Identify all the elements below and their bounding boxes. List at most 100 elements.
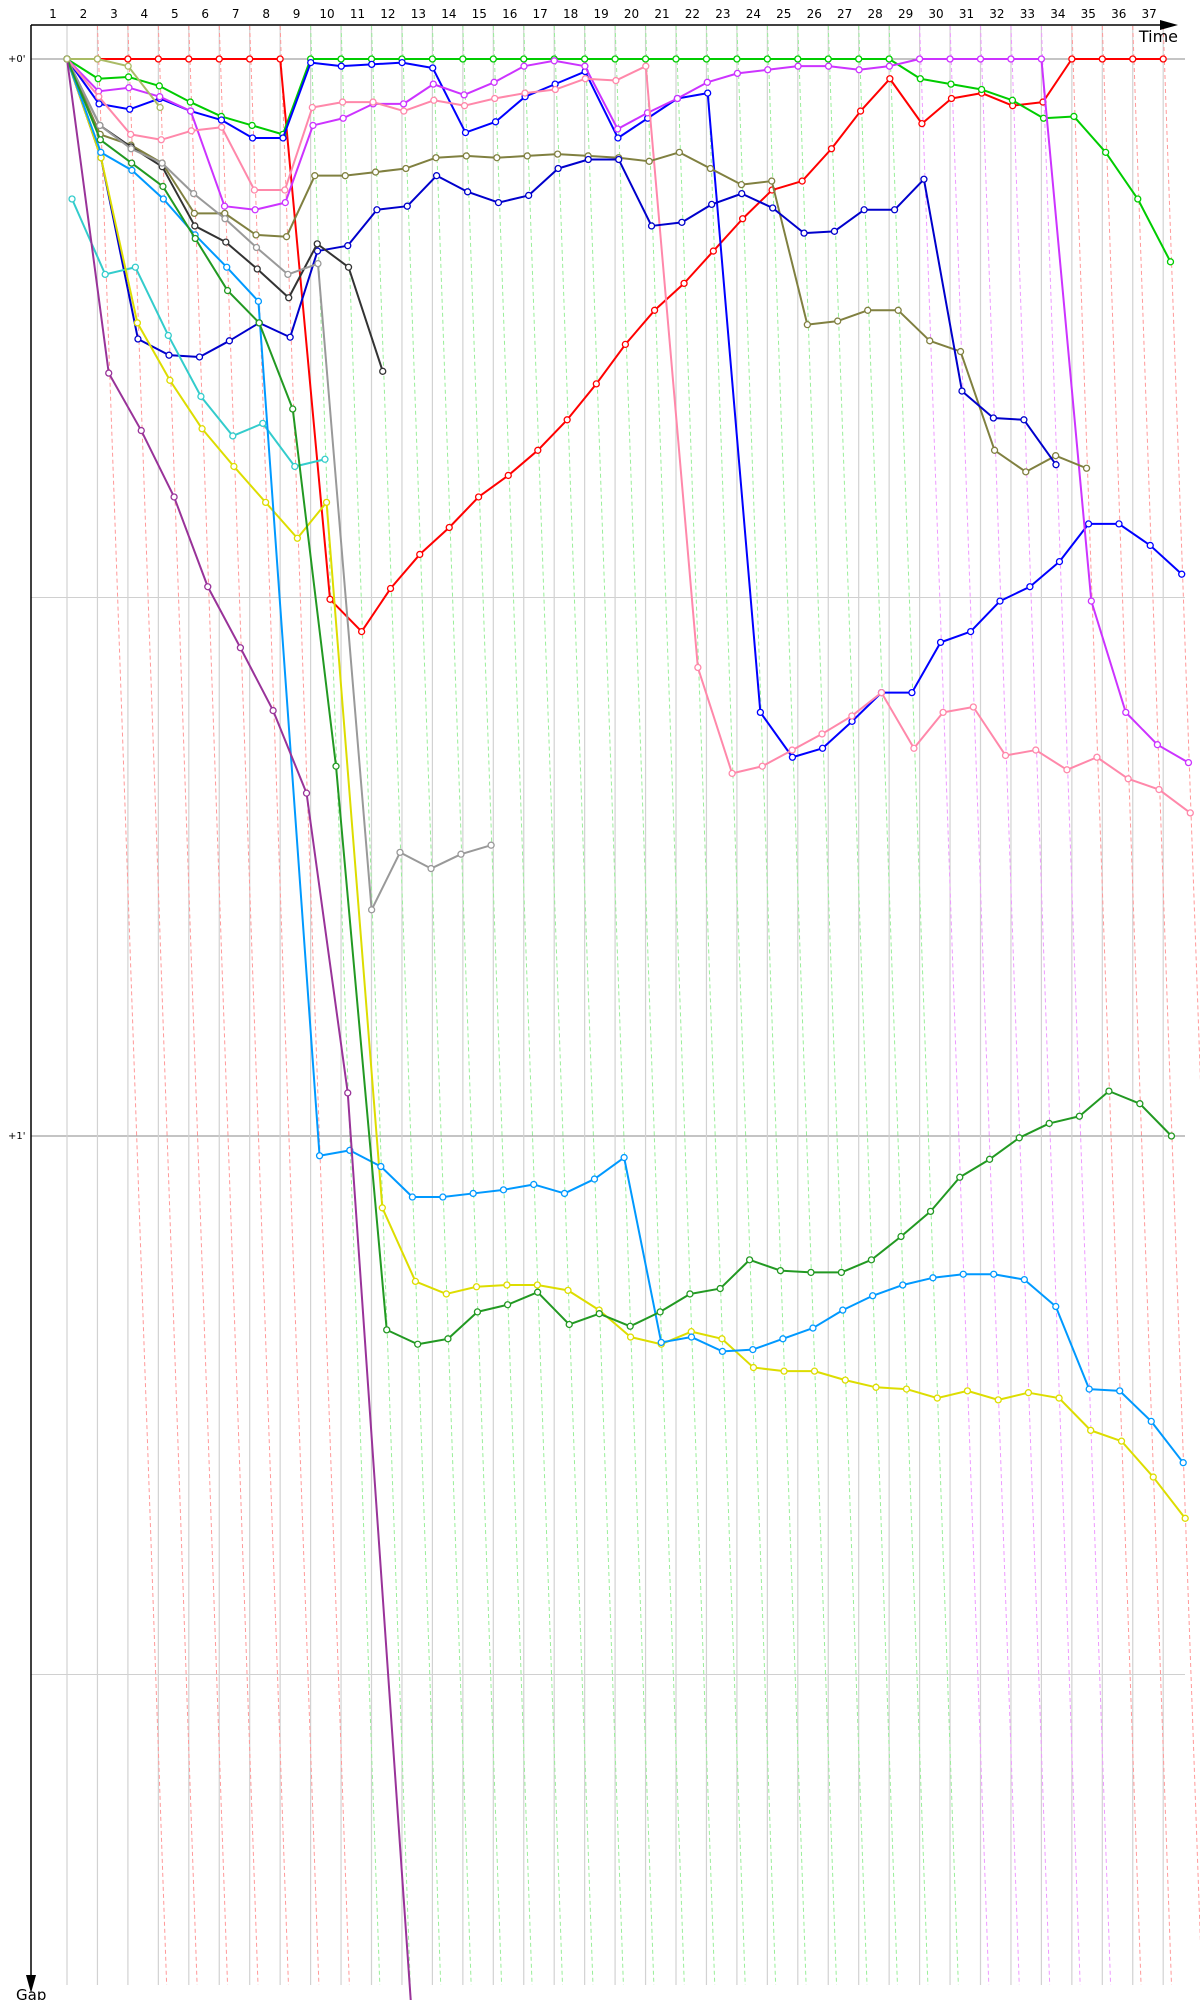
data-point xyxy=(841,1376,849,1384)
data-point xyxy=(672,55,680,63)
data-point xyxy=(261,498,270,507)
data-point xyxy=(1136,1100,1144,1108)
data-point xyxy=(289,405,297,413)
lap-dashed-line xyxy=(310,25,381,1986)
data-point xyxy=(133,319,142,327)
data-point xyxy=(191,222,199,230)
x-tick-label: 9 xyxy=(293,7,301,21)
data-point xyxy=(523,152,531,160)
data-point xyxy=(686,1290,694,1298)
data-point xyxy=(126,130,135,139)
data-point xyxy=(856,107,865,115)
data-point xyxy=(285,294,293,302)
data-point xyxy=(1022,468,1030,476)
data-point xyxy=(1085,1385,1093,1393)
data-point xyxy=(96,136,105,144)
data-point xyxy=(229,432,237,440)
data-point xyxy=(798,177,806,185)
data-point xyxy=(400,107,408,115)
data-point xyxy=(807,1268,815,1277)
x-tick-label: 5 xyxy=(171,7,179,21)
data-point xyxy=(185,55,193,63)
data-point xyxy=(246,55,254,63)
data-point xyxy=(521,89,529,97)
series-line xyxy=(66,58,1057,466)
data-point xyxy=(641,55,650,63)
data-point xyxy=(673,94,682,103)
data-point xyxy=(595,1310,603,1318)
data-point xyxy=(1115,520,1123,528)
data-point xyxy=(758,762,766,770)
data-point xyxy=(864,306,872,314)
data-point xyxy=(642,62,650,70)
data-point xyxy=(581,62,589,70)
data-point xyxy=(489,55,497,63)
data-point xyxy=(326,595,334,603)
data-point xyxy=(1167,1132,1176,1140)
data-point xyxy=(157,136,165,144)
data-point xyxy=(276,55,284,63)
data-point xyxy=(916,75,924,83)
data-point xyxy=(491,118,500,126)
data-point xyxy=(897,1232,905,1241)
data-point xyxy=(1181,1514,1189,1522)
data-point xyxy=(645,157,653,165)
data-point xyxy=(818,730,826,738)
data-point xyxy=(834,317,842,325)
data-point xyxy=(1184,758,1193,767)
data-point xyxy=(472,1283,481,1291)
data-point xyxy=(899,1281,907,1289)
data-point xyxy=(827,145,836,153)
data-point xyxy=(1015,1134,1023,1142)
data-point xyxy=(704,89,712,97)
series-line xyxy=(66,58,1173,1346)
data-point xyxy=(738,215,747,223)
data-point xyxy=(416,550,424,559)
data-point xyxy=(1146,541,1154,550)
series-line xyxy=(66,58,1087,473)
data-point xyxy=(936,638,945,647)
data-point xyxy=(702,55,711,63)
data-point xyxy=(1070,112,1078,121)
lap-dashed-line xyxy=(127,25,198,1986)
data-point xyxy=(926,337,934,345)
data-point xyxy=(220,202,229,210)
lap-dashed-line xyxy=(1010,25,1081,1986)
data-point xyxy=(947,80,955,88)
data-point xyxy=(432,172,441,180)
lap-dashed-line xyxy=(279,25,350,1986)
data-point xyxy=(565,1320,573,1329)
data-point xyxy=(800,229,808,237)
x-tick-label: 17 xyxy=(533,7,548,21)
data-point xyxy=(430,96,438,104)
data-point xyxy=(1075,1112,1084,1120)
series-3 xyxy=(63,55,1193,767)
data-point xyxy=(1149,1473,1157,1481)
data-point xyxy=(1032,746,1040,754)
data-point xyxy=(1007,55,1015,63)
data-point xyxy=(369,98,377,106)
data-point xyxy=(1087,1426,1095,1435)
series-9 xyxy=(68,195,329,471)
x-tick-label: 20 xyxy=(624,7,639,21)
data-point xyxy=(252,231,260,239)
data-point xyxy=(1098,55,1106,63)
data-point xyxy=(215,55,223,63)
data-point xyxy=(810,1367,819,1375)
data-point xyxy=(494,198,503,207)
data-point xyxy=(550,57,558,65)
data-point xyxy=(134,335,142,343)
data-point xyxy=(460,102,469,110)
data-point xyxy=(976,55,985,63)
data-point xyxy=(1052,461,1060,469)
data-point xyxy=(1105,1087,1113,1095)
data-point xyxy=(444,1335,452,1343)
data-point xyxy=(427,864,435,873)
data-point xyxy=(656,1308,664,1316)
data-point xyxy=(332,762,340,770)
lap-dashed-line xyxy=(858,25,929,1986)
data-point xyxy=(1026,583,1034,591)
data-point xyxy=(159,195,168,203)
data-point xyxy=(236,644,245,652)
